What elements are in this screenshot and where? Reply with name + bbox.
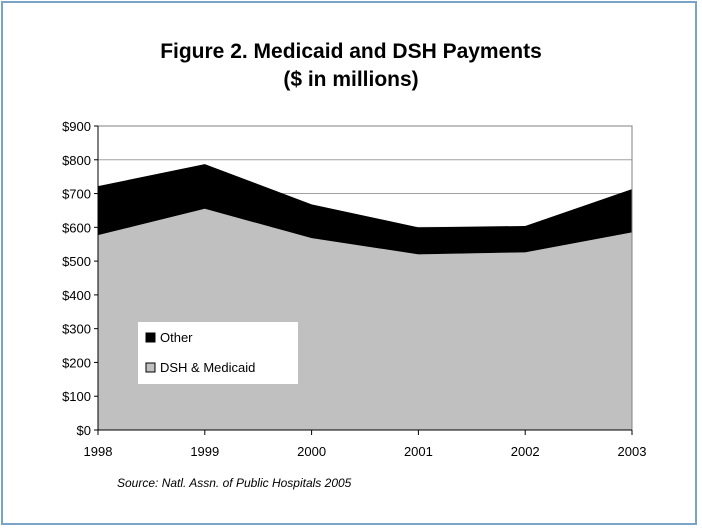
- y-tick-label: $300: [62, 322, 91, 337]
- x-tick-label: 2002: [511, 444, 540, 459]
- y-tick-label: $500: [62, 254, 91, 269]
- chart-title: Figure 2. Medicaid and DSH Payments ($ i…: [0, 38, 702, 94]
- series-area-other: [98, 164, 632, 255]
- chart-title-line1: Figure 2. Medicaid and DSH Payments: [160, 40, 542, 63]
- legend-label: Other: [160, 330, 193, 345]
- y-tick-label: $600: [62, 220, 91, 235]
- y-tick-label: $900: [62, 119, 91, 134]
- y-tick-label: $800: [62, 153, 91, 168]
- x-tick-label: 2000: [297, 444, 326, 459]
- x-tick-label: 2001: [404, 444, 433, 459]
- y-tick-label: $100: [62, 389, 91, 404]
- legend-box: [138, 322, 298, 384]
- plot-area: $0 $100 $200 $300 $400 $500 $600 $700 $800 $900 19…: [62, 119, 646, 459]
- x-tick-label: 1998: [84, 444, 113, 459]
- legend-label: DSH & Medicaid: [160, 360, 255, 375]
- legend-swatch: [145, 332, 156, 343]
- y-tick-label: $700: [62, 187, 91, 202]
- source-note: Source: Natl. Assn. of Public Hospitals …: [117, 476, 352, 490]
- y-tick-label: $0: [77, 423, 91, 438]
- x-tick-label: 1999: [190, 444, 219, 459]
- y-tick-label: $200: [62, 355, 91, 370]
- x-tick-label: 2003: [618, 444, 647, 459]
- chart-title-line2: ($ in millions): [283, 68, 419, 91]
- legend-swatch: [145, 362, 156, 373]
- y-tick-label: $400: [62, 288, 91, 303]
